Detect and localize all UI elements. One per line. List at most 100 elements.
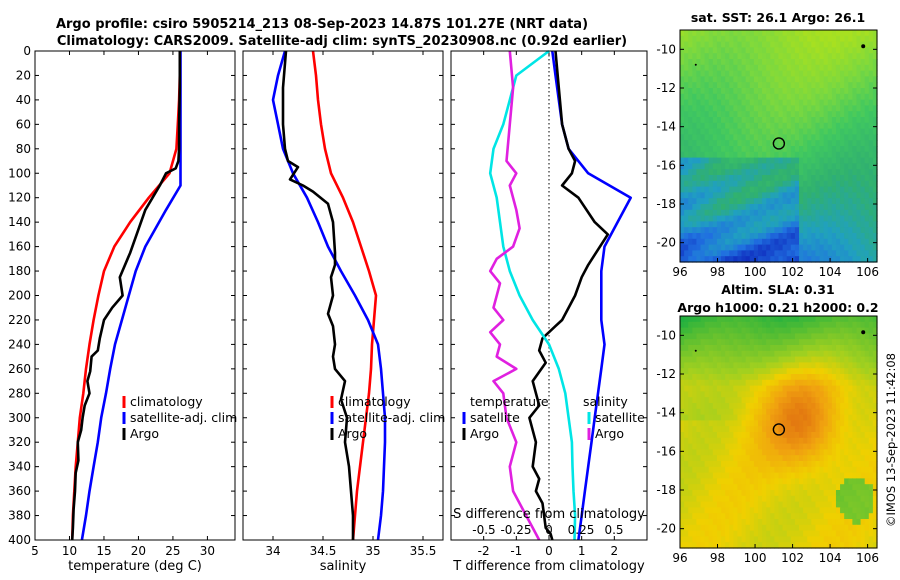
map-cell (721, 175, 726, 182)
map-cell (860, 30, 866, 37)
map-cell (848, 227, 853, 234)
map-cell (819, 345, 825, 352)
map-cell (803, 180, 808, 188)
map-cell (790, 35, 796, 43)
map-cell (688, 374, 693, 381)
map-cell (864, 140, 870, 147)
map-cell (749, 105, 755, 112)
map-cell (778, 169, 784, 176)
map-cell (794, 472, 800, 479)
map-cell (696, 408, 702, 416)
x-tick-label: 0 (545, 544, 553, 558)
map-cell (766, 403, 771, 410)
map-cell (774, 157, 780, 164)
map-cell (762, 35, 767, 43)
map-cell (823, 350, 829, 358)
map-cell (860, 227, 866, 234)
map-cell (848, 327, 853, 334)
map-cell (692, 350, 698, 358)
map-cell (753, 379, 759, 387)
map-cell (680, 368, 685, 375)
map-cell (725, 157, 730, 164)
map-cell (856, 64, 862, 72)
map-cell (753, 333, 759, 340)
map-cell (770, 163, 775, 170)
map-cell (844, 443, 849, 450)
map-cell (684, 350, 689, 358)
map-cell (757, 151, 763, 159)
map-cell (733, 146, 739, 153)
map-cell (762, 76, 767, 83)
map-cell (827, 339, 833, 346)
map-cell (835, 233, 841, 240)
map-cell (872, 321, 878, 329)
map-cell (807, 209, 812, 217)
map-cell (721, 316, 726, 323)
map-cell (745, 490, 751, 497)
map-cell (844, 215, 849, 222)
map-cell (819, 368, 825, 375)
map-cell (753, 128, 759, 135)
map-cell (684, 466, 689, 474)
map-cell (786, 256, 792, 263)
map-cell (844, 321, 849, 329)
map-cell (770, 385, 775, 392)
map-cell (757, 82, 763, 89)
map-cell (700, 391, 706, 398)
map-cell (757, 64, 763, 72)
map-cell (786, 111, 792, 118)
map-cell (729, 449, 734, 456)
map-cell (708, 490, 714, 497)
map-cell (868, 490, 874, 497)
map-cell (712, 146, 718, 153)
map-cell (684, 221, 689, 228)
map-cell (757, 484, 763, 491)
map-cell (786, 321, 792, 329)
map-cell (848, 117, 853, 124)
map-cell (704, 478, 710, 485)
map-cell (794, 385, 800, 392)
map-cell (745, 495, 751, 503)
map-cell (762, 134, 767, 141)
map-cell (848, 122, 853, 130)
map-cell (753, 175, 759, 182)
map-cell (757, 41, 763, 48)
map-cell (733, 356, 739, 363)
map-cell (786, 490, 792, 497)
map-cell (852, 437, 858, 445)
map-cell (770, 443, 775, 450)
map-cell (770, 233, 775, 240)
map-cell (733, 327, 739, 334)
map-cell (741, 122, 747, 130)
map-cell (799, 82, 804, 89)
map-cell (782, 221, 788, 228)
map-cell (770, 484, 775, 491)
map-cell (737, 397, 743, 404)
map-cell (692, 385, 698, 392)
map-cell (696, 397, 702, 404)
map-cell (741, 41, 747, 48)
map-cell (815, 426, 821, 433)
map-cell (860, 146, 866, 153)
map-cell (852, 530, 858, 537)
map-cell (807, 30, 812, 37)
legend-label-satellite: satellite-adj. clim (338, 410, 445, 425)
map-cell (733, 30, 739, 37)
map-cell (741, 507, 747, 514)
map-cell (856, 420, 862, 427)
map-cell (716, 180, 722, 188)
map-cell (725, 215, 730, 222)
map-cell (848, 256, 853, 263)
map-cell (684, 345, 689, 352)
map-cell (790, 93, 796, 101)
map-cell (794, 99, 800, 106)
map-cell (807, 368, 812, 375)
map-cell (733, 403, 739, 410)
map-cell (848, 321, 853, 329)
map-cell (848, 157, 853, 164)
map-cell (770, 478, 775, 485)
map-cell (790, 140, 796, 147)
map-cell (725, 426, 730, 433)
map-cell (835, 140, 841, 147)
map-cell (762, 244, 767, 251)
